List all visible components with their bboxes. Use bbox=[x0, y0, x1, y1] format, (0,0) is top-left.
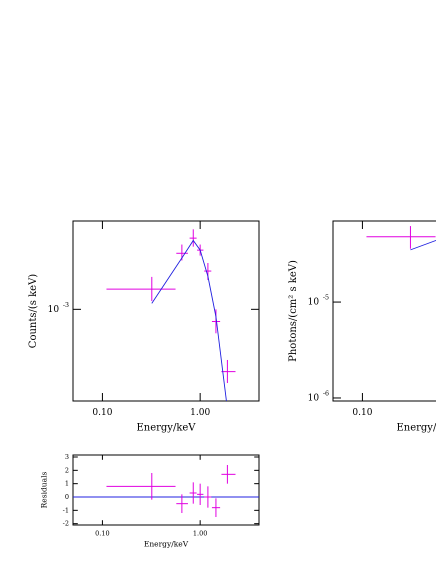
y-tick-label: -2 bbox=[63, 520, 69, 528]
y-tick-label: 0 bbox=[65, 493, 69, 501]
x-axis-label: Energy/keV bbox=[144, 540, 189, 549]
model-line bbox=[151, 239, 227, 401]
plot-area bbox=[73, 465, 259, 517]
plot-area bbox=[366, 226, 436, 251]
x-tick-label: 0.10 bbox=[352, 408, 372, 418]
x-tick-label: 1.00 bbox=[190, 408, 210, 418]
x-tick-label: 0.10 bbox=[95, 529, 109, 537]
y-tick-label: 3 bbox=[65, 453, 69, 461]
plot-frame bbox=[72, 220, 260, 402]
x-tick-label: 0.10 bbox=[92, 408, 112, 418]
y-tick-label: 2 bbox=[65, 466, 69, 474]
y-axis-label: Residuals bbox=[39, 472, 48, 509]
y-tick-label: 10 bbox=[308, 298, 320, 308]
x-tick-label: 1.00 bbox=[193, 529, 207, 537]
y-tick-exponent: -6 bbox=[323, 390, 329, 397]
y-tick-label: 1 bbox=[65, 480, 69, 488]
y-tick-exponent: -3 bbox=[63, 302, 69, 309]
x-axis-label: Energy/keV bbox=[136, 423, 196, 434]
plot-area bbox=[106, 229, 236, 401]
y-axis-label: Photons/(cm² s keV) bbox=[288, 260, 299, 362]
panel: 0.10 1.00 -2 -1 0 1 2 3 Energy/keV Residuals bbox=[39, 453, 260, 549]
y-tick-label: 10 bbox=[308, 393, 320, 403]
y-tick-label: -1 bbox=[63, 506, 69, 514]
plot-frame bbox=[72, 454, 260, 526]
y-tick-exponent: -5 bbox=[323, 295, 329, 302]
plot-frame bbox=[332, 220, 436, 402]
x-axis-label: Energy/keV bbox=[396, 423, 436, 434]
y-axis-label: Counts/(s keV) bbox=[28, 274, 39, 348]
y-tick-label: 10 bbox=[48, 305, 60, 315]
panel: 0.10 1.00 -310 Energy/keV Counts/(s keV) bbox=[28, 220, 260, 434]
model-line bbox=[410, 239, 436, 251]
